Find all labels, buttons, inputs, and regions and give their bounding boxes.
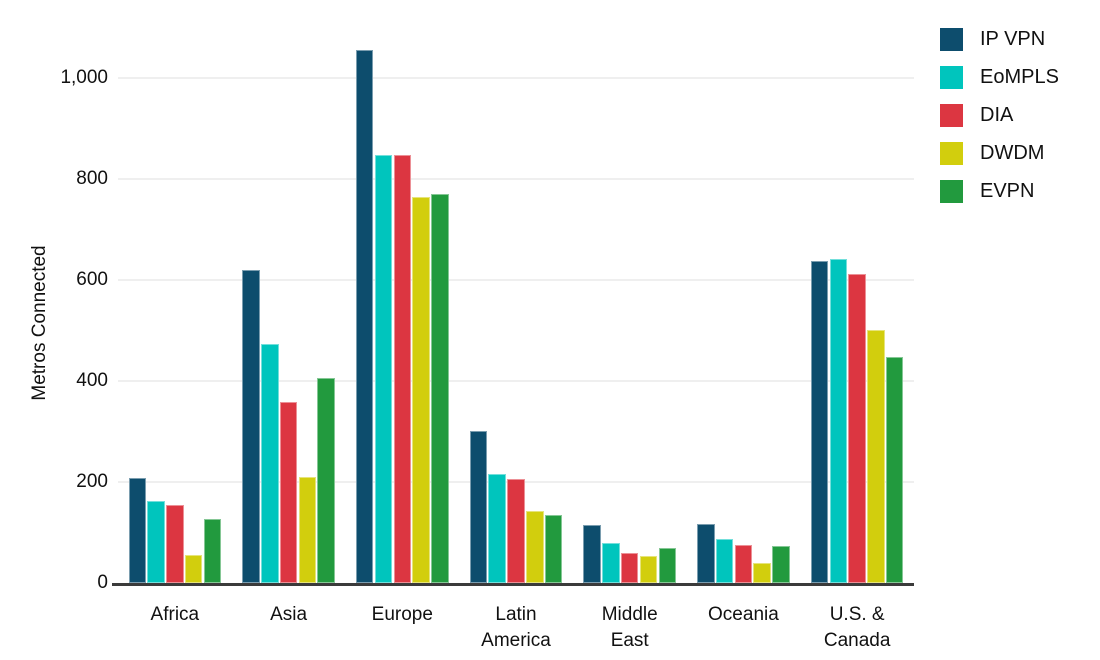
bar-evpn[interactable] <box>431 194 449 583</box>
bar-ip-vpn[interactable] <box>128 478 146 583</box>
gridline-800 <box>118 178 914 180</box>
gridline-600 <box>118 279 914 281</box>
bar-dia[interactable] <box>279 402 298 583</box>
bar-ip-vpn[interactable] <box>355 50 374 583</box>
y-tick-label: 600 <box>76 269 108 290</box>
x-axis-line <box>112 583 914 586</box>
legend-swatch <box>940 66 963 89</box>
bar-dwdm[interactable] <box>526 511 544 583</box>
bar-evpn[interactable] <box>203 519 222 583</box>
legend-label: DIA <box>980 104 1014 126</box>
legend-label: IP VPN <box>980 28 1046 50</box>
y-tick-label: 0 <box>97 572 108 593</box>
bar-ip-vpn[interactable] <box>469 431 488 583</box>
legend-swatch <box>940 104 963 127</box>
x-tick-label: Asia <box>270 604 308 625</box>
bar-dwdm[interactable] <box>639 556 658 583</box>
legend-item-eompls[interactable]: EoMPLS <box>940 66 1059 89</box>
gridline-400 <box>118 380 914 382</box>
x-tick-label: Europe <box>371 604 433 625</box>
x-tick-label: U.S. & Canada <box>823 604 891 651</box>
bar-ip-vpn[interactable] <box>810 261 829 583</box>
bar-ip-vpn[interactable] <box>583 525 601 583</box>
y-tick-label: 400 <box>76 370 108 391</box>
bar-dia[interactable] <box>393 155 412 583</box>
bar-ip-vpn[interactable] <box>242 270 260 583</box>
y-tick-label: 200 <box>76 471 108 492</box>
legend-item-evpn[interactable]: EVPN <box>940 180 1059 203</box>
x-tick-label: Middle East <box>601 604 658 651</box>
bar-evpn[interactable] <box>317 378 335 583</box>
bar-dwdm[interactable] <box>412 197 430 583</box>
legend-swatch <box>940 142 963 165</box>
legend-item-dia[interactable]: DIA <box>940 104 1059 127</box>
bar-dwdm[interactable] <box>867 330 885 583</box>
legend-label: EoMPLS <box>980 66 1059 88</box>
bar-dia[interactable] <box>620 553 639 583</box>
bar-dia[interactable] <box>507 479 525 583</box>
bar-dwdm[interactable] <box>298 477 317 583</box>
bar-eompls[interactable] <box>829 259 848 583</box>
gridline-1000 <box>118 77 914 79</box>
bar-dwdm[interactable] <box>753 563 771 583</box>
bar-evpn[interactable] <box>544 515 563 583</box>
bar-eompls[interactable] <box>488 474 506 583</box>
legend-item-ip-vpn[interactable]: IP VPN <box>940 28 1059 51</box>
bar-eompls[interactable] <box>602 543 620 583</box>
bar-dia[interactable] <box>166 505 184 583</box>
bar-ip-vpn[interactable] <box>697 524 715 583</box>
y-tick-label: 800 <box>76 168 108 189</box>
bar-eompls[interactable] <box>261 344 279 583</box>
legend-label: EVPN <box>980 180 1035 202</box>
bar-evpn[interactable] <box>658 548 677 583</box>
legend-item-dwdm[interactable]: DWDM <box>940 142 1059 165</box>
x-tick-label: Latin America <box>481 604 551 651</box>
x-tick-label: Oceania <box>708 604 779 625</box>
legend-swatch <box>940 180 963 203</box>
x-tick-label: Africa <box>150 604 200 625</box>
y-tick-label: 1,000 <box>60 67 108 88</box>
legend-swatch <box>940 28 963 51</box>
legend-label: DWDM <box>980 142 1045 164</box>
bar-dia[interactable] <box>734 545 753 583</box>
bar-eompls[interactable] <box>715 539 734 583</box>
bar-eompls[interactable] <box>374 155 393 583</box>
bar-dwdm[interactable] <box>184 555 203 583</box>
bar-evpn[interactable] <box>885 357 904 583</box>
bar-dia[interactable] <box>848 274 866 583</box>
bar-evpn[interactable] <box>772 546 790 583</box>
legend: IP VPN EoMPLS DIA DWDM EVPN <box>940 28 1059 218</box>
bar-eompls[interactable] <box>147 501 165 583</box>
